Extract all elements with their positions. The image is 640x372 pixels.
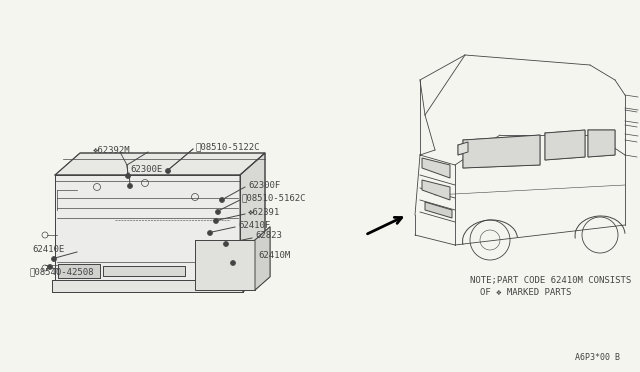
Polygon shape bbox=[103, 266, 185, 276]
Text: 62410E: 62410E bbox=[32, 246, 64, 254]
Polygon shape bbox=[588, 130, 615, 157]
Polygon shape bbox=[240, 153, 265, 280]
Text: ❖62391: ❖62391 bbox=[248, 208, 280, 217]
Polygon shape bbox=[463, 135, 540, 168]
Text: OF ❖ MARKED PARTS: OF ❖ MARKED PARTS bbox=[480, 288, 572, 296]
Circle shape bbox=[223, 241, 228, 247]
Polygon shape bbox=[458, 142, 468, 155]
Polygon shape bbox=[243, 269, 255, 292]
Circle shape bbox=[51, 257, 56, 262]
Circle shape bbox=[127, 183, 132, 189]
Circle shape bbox=[207, 231, 212, 235]
Circle shape bbox=[216, 209, 221, 215]
Text: A6P3*00 B: A6P3*00 B bbox=[575, 353, 620, 362]
Circle shape bbox=[166, 169, 170, 173]
Polygon shape bbox=[422, 180, 450, 200]
Circle shape bbox=[125, 173, 131, 179]
Circle shape bbox=[47, 264, 52, 269]
Circle shape bbox=[214, 218, 218, 224]
Text: NOTE;PART CODE 62410M CONSISTS: NOTE;PART CODE 62410M CONSISTS bbox=[470, 276, 631, 285]
Text: Ⓢ08510-5162C: Ⓢ08510-5162C bbox=[242, 193, 307, 202]
Circle shape bbox=[230, 260, 236, 266]
Polygon shape bbox=[255, 227, 270, 290]
Text: Ⓢ08540-42508: Ⓢ08540-42508 bbox=[30, 267, 95, 276]
Text: 62410F: 62410F bbox=[238, 221, 270, 230]
Polygon shape bbox=[425, 202, 452, 218]
Polygon shape bbox=[58, 264, 100, 278]
Text: ❖62392M: ❖62392M bbox=[93, 145, 131, 154]
Text: 62410M: 62410M bbox=[258, 250, 291, 260]
Text: 62300E: 62300E bbox=[130, 166, 163, 174]
Text: 62823: 62823 bbox=[255, 231, 282, 241]
Polygon shape bbox=[422, 158, 450, 178]
Polygon shape bbox=[195, 240, 255, 290]
Polygon shape bbox=[55, 175, 240, 280]
Polygon shape bbox=[545, 130, 585, 160]
Polygon shape bbox=[52, 280, 243, 292]
Text: Ⓢ08510-5122C: Ⓢ08510-5122C bbox=[195, 142, 259, 151]
Text: 62300F: 62300F bbox=[248, 180, 280, 189]
Polygon shape bbox=[55, 153, 265, 175]
Circle shape bbox=[220, 198, 225, 202]
